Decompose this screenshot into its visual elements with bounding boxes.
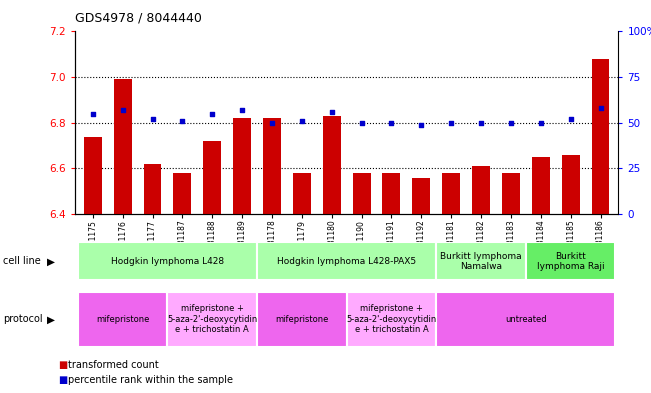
Bar xyxy=(442,173,460,214)
Point xyxy=(386,119,396,126)
Point xyxy=(267,119,277,126)
Bar xyxy=(144,164,161,214)
Bar xyxy=(257,292,346,347)
Bar xyxy=(436,242,526,280)
Point xyxy=(446,119,456,126)
Point xyxy=(416,121,426,128)
Text: mifepristone: mifepristone xyxy=(275,315,329,324)
Text: percentile rank within the sample: percentile rank within the sample xyxy=(68,375,233,386)
Point xyxy=(506,119,516,126)
Text: mifepristone: mifepristone xyxy=(96,315,149,324)
Bar xyxy=(78,292,167,347)
Point xyxy=(566,116,576,122)
Bar xyxy=(84,136,102,214)
Point xyxy=(327,109,337,115)
Point xyxy=(88,110,98,117)
Bar xyxy=(293,173,311,214)
Bar xyxy=(562,155,579,214)
Text: ▶: ▶ xyxy=(47,314,55,324)
Text: mifepristone +
5-aza-2'-deoxycytidin
e + trichostatin A: mifepristone + 5-aza-2'-deoxycytidin e +… xyxy=(167,305,257,334)
Point xyxy=(147,116,158,122)
Bar xyxy=(114,79,132,214)
Bar xyxy=(592,59,609,214)
Bar xyxy=(346,292,436,347)
Text: GDS4978 / 8044440: GDS4978 / 8044440 xyxy=(75,12,202,25)
Point xyxy=(207,110,217,117)
Bar xyxy=(353,173,370,214)
Bar xyxy=(263,118,281,214)
Text: transformed count: transformed count xyxy=(68,360,159,370)
Bar xyxy=(502,173,520,214)
Text: Hodgkin lymphoma L428-PAX5: Hodgkin lymphoma L428-PAX5 xyxy=(277,257,416,266)
Point xyxy=(177,118,187,124)
Bar xyxy=(233,118,251,214)
Text: ■: ■ xyxy=(59,375,68,386)
Bar xyxy=(532,157,549,214)
Text: ▶: ▶ xyxy=(47,256,55,266)
Bar xyxy=(203,141,221,214)
Bar xyxy=(257,242,436,280)
Text: protocol: protocol xyxy=(3,314,43,324)
Point xyxy=(536,119,546,126)
Point xyxy=(356,119,367,126)
Point xyxy=(237,107,247,113)
Bar xyxy=(323,116,340,214)
Point xyxy=(476,119,486,126)
Text: untreated: untreated xyxy=(505,315,547,324)
Bar xyxy=(526,242,615,280)
Bar xyxy=(412,178,430,214)
Bar xyxy=(173,173,191,214)
Point xyxy=(117,107,128,113)
Text: ■: ■ xyxy=(59,360,68,370)
Text: cell line: cell line xyxy=(3,256,41,266)
Bar xyxy=(383,173,400,214)
Point xyxy=(297,118,307,124)
Text: Burkitt
lymphoma Raji: Burkitt lymphoma Raji xyxy=(537,252,605,271)
Text: mifepristone +
5-aza-2'-deoxycytidin
e + trichostatin A: mifepristone + 5-aza-2'-deoxycytidin e +… xyxy=(346,305,437,334)
Bar xyxy=(436,292,615,347)
Text: Hodgkin lymphoma L428: Hodgkin lymphoma L428 xyxy=(111,257,224,266)
Text: Burkitt lymphoma
Namalwa: Burkitt lymphoma Namalwa xyxy=(440,252,522,271)
Point xyxy=(595,105,605,111)
Bar xyxy=(167,292,257,347)
Bar xyxy=(472,166,490,214)
Bar xyxy=(78,242,257,280)
